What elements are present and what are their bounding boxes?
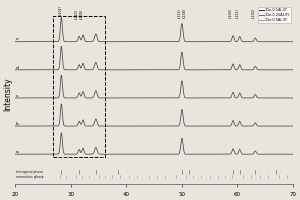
Text: t(200): t(200)	[80, 9, 84, 19]
Text: c.: c.	[16, 94, 20, 98]
Text: monoclinic phase: monoclinic phase	[16, 175, 44, 179]
Text: t(112): t(112)	[178, 8, 182, 18]
Text: t(211): t(211)	[236, 8, 240, 18]
Y-axis label: Intensity: Intensity	[4, 78, 13, 111]
Text: tetragonal phase: tetragonal phase	[16, 170, 43, 174]
Text: a.: a.	[16, 150, 20, 154]
Legend: 1Ge-0.1Al-3Y, 1Ge-0.25Al-3Y, 1Ge-0.5Al-3Y: 1Ge-0.1Al-3Y, 1Ge-0.25Al-3Y, 1Ge-0.5Al-3…	[258, 7, 291, 23]
Text: t(103): t(103)	[229, 8, 233, 18]
Text: t(200): t(200)	[183, 8, 187, 18]
Text: t(101): t(101)	[59, 5, 63, 15]
Text: t(110): t(110)	[75, 9, 79, 19]
Text: e.: e.	[16, 37, 20, 41]
Bar	[53, 16, 105, 157]
Text: t(202): t(202)	[252, 8, 256, 18]
Text: b.: b.	[16, 122, 20, 126]
Text: d.: d.	[16, 66, 20, 70]
